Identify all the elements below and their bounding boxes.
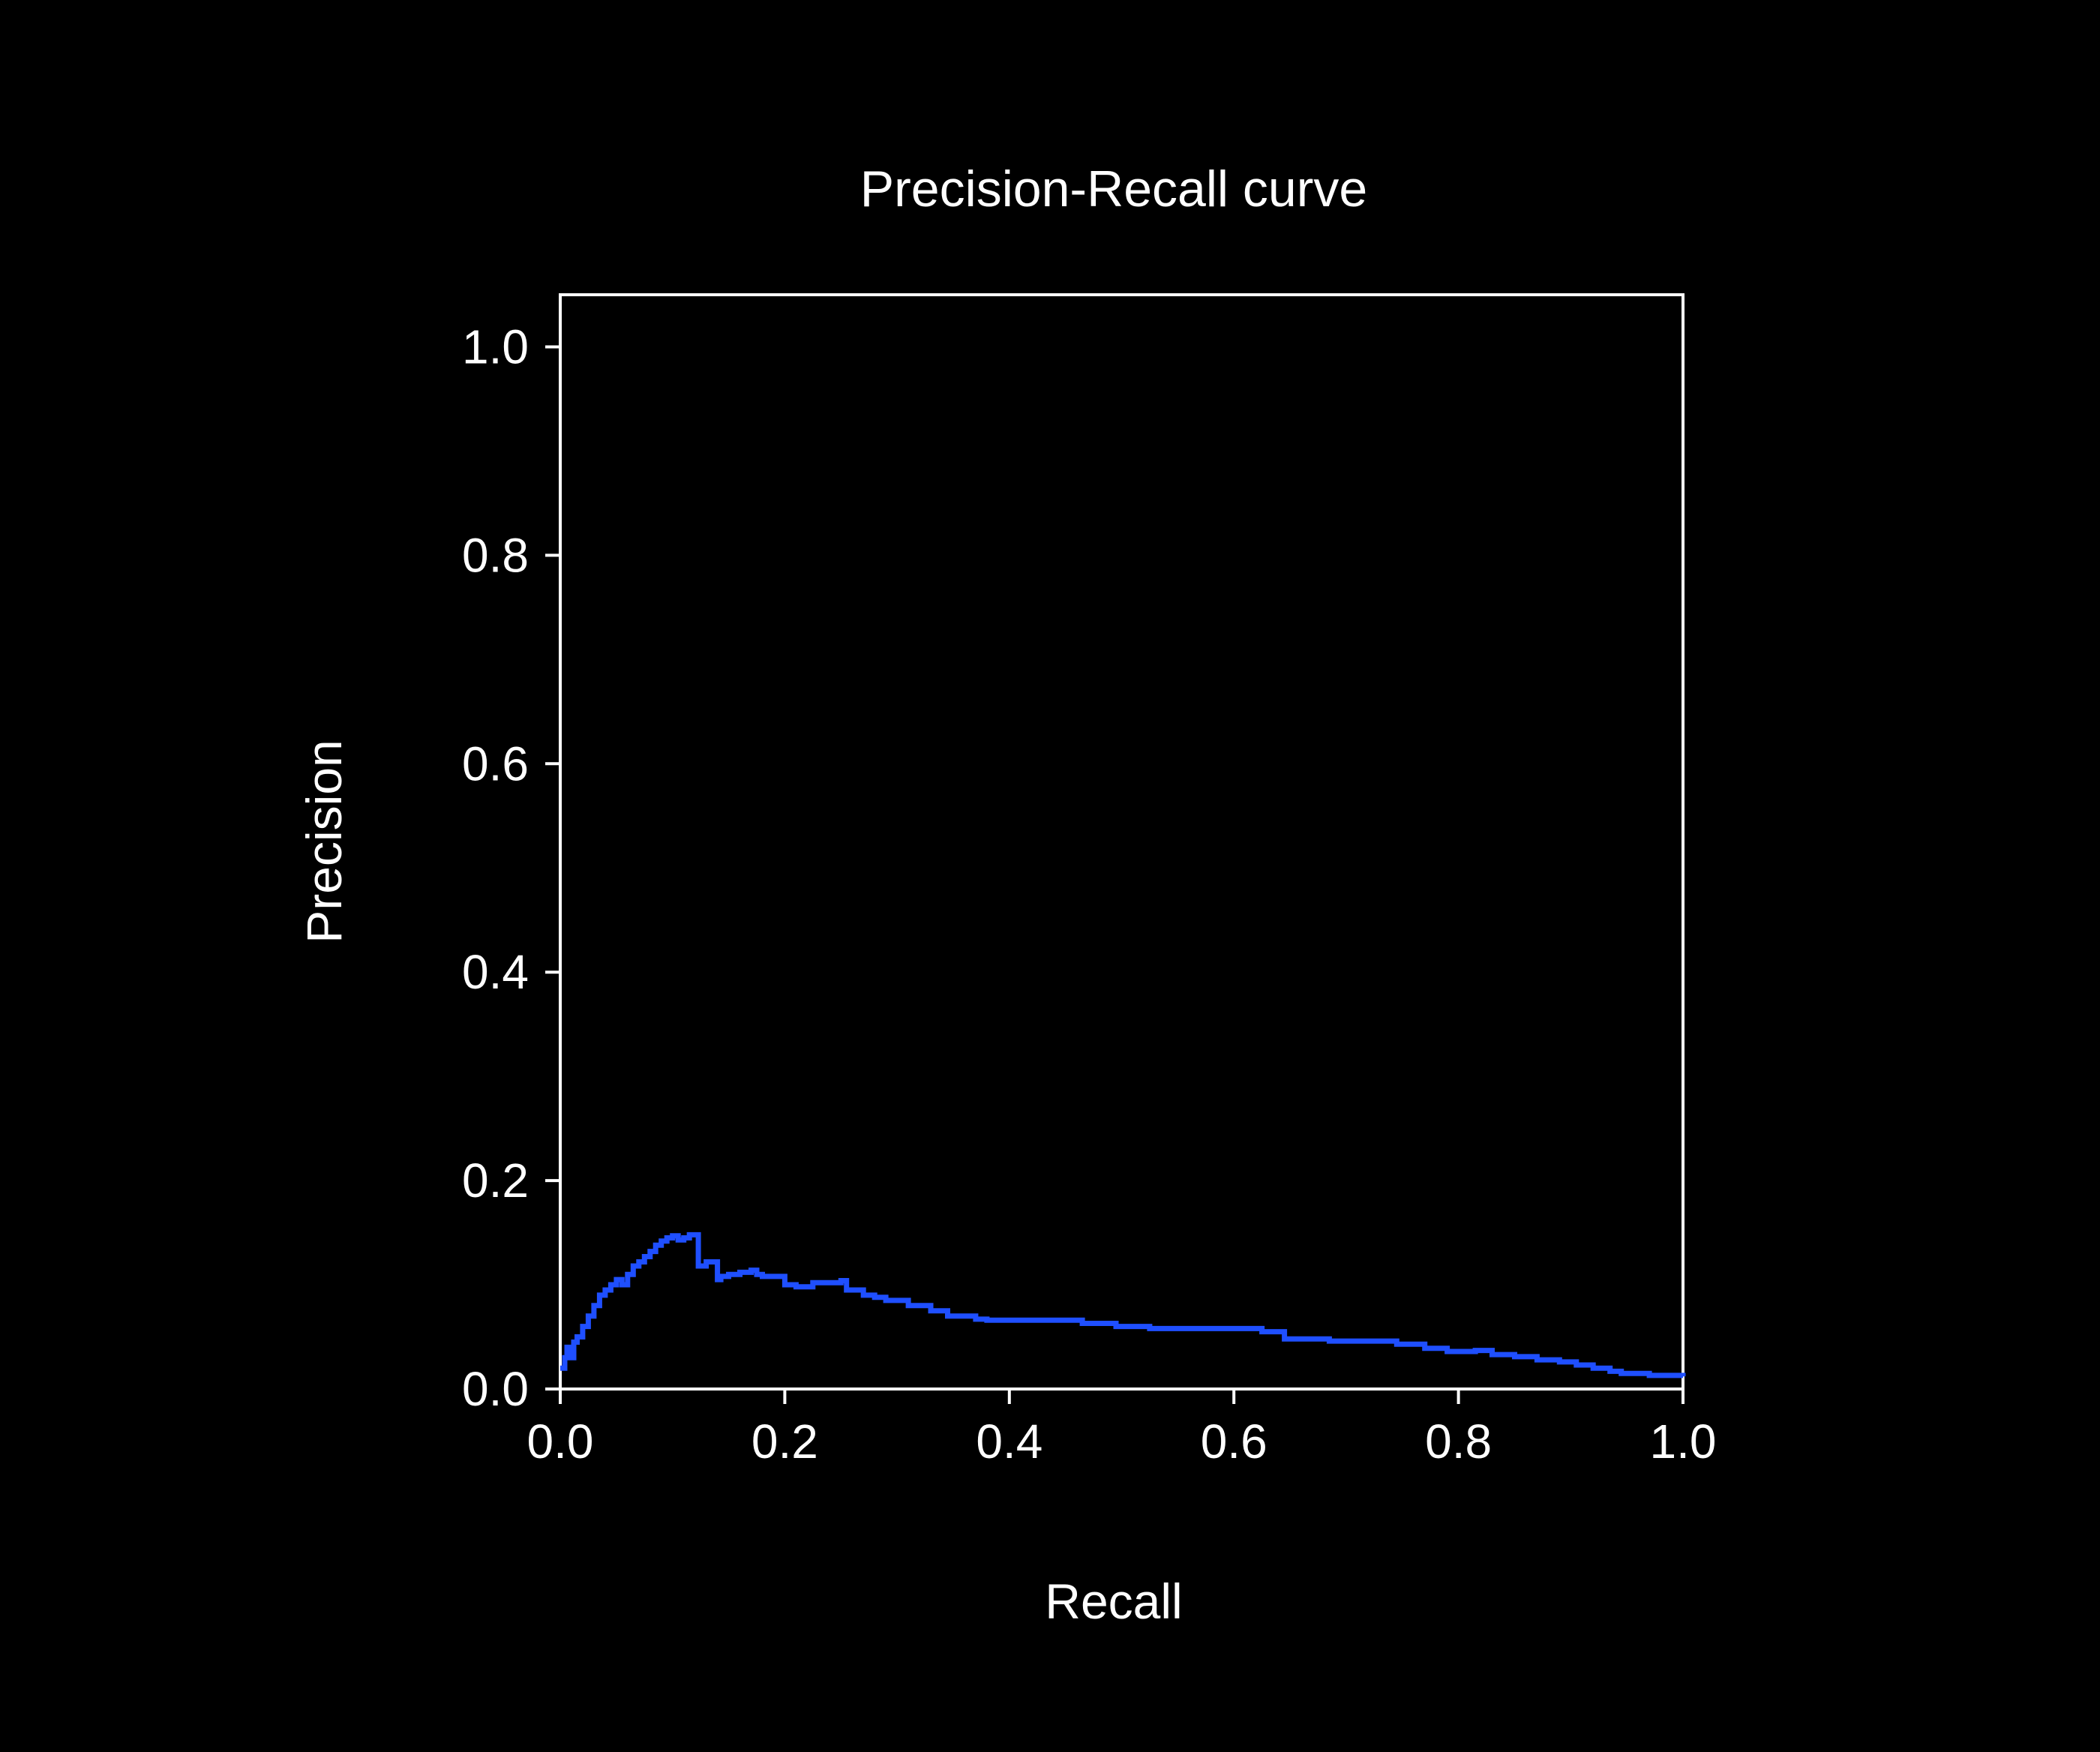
y-tick-label: 0.2	[462, 1154, 529, 1208]
y-tick-label: 0.8	[462, 528, 529, 582]
y-tick-label: 0.0	[462, 1362, 529, 1416]
y-axis-label: Precision	[296, 740, 352, 943]
chart-title: Precision-Recall curve	[860, 160, 1367, 218]
x-tick-label: 1.0	[1650, 1414, 1717, 1468]
y-tick-label: 0.6	[462, 736, 529, 790]
plot-area: 0.0 0.2 0.4 0.6 0.8 1.0 0.0 0.2 0.4 0.6 0.8 1.0	[462, 293, 1717, 1468]
y-tick-label: 0.4	[462, 945, 529, 999]
y-tick-label: 1.0	[462, 320, 529, 374]
x-axis-label: Recall	[1045, 1574, 1182, 1629]
pr-curve-series	[560, 1232, 1686, 1378]
x-tick-label: 0.8	[1425, 1414, 1492, 1468]
axes-frame	[559, 293, 1684, 1390]
x-tick-label: 0.6	[1201, 1414, 1268, 1468]
x-tick-label: 0.2	[752, 1414, 818, 1468]
x-tick-label: 0.4	[976, 1414, 1042, 1468]
x-tick-label: 0.0	[527, 1414, 594, 1468]
